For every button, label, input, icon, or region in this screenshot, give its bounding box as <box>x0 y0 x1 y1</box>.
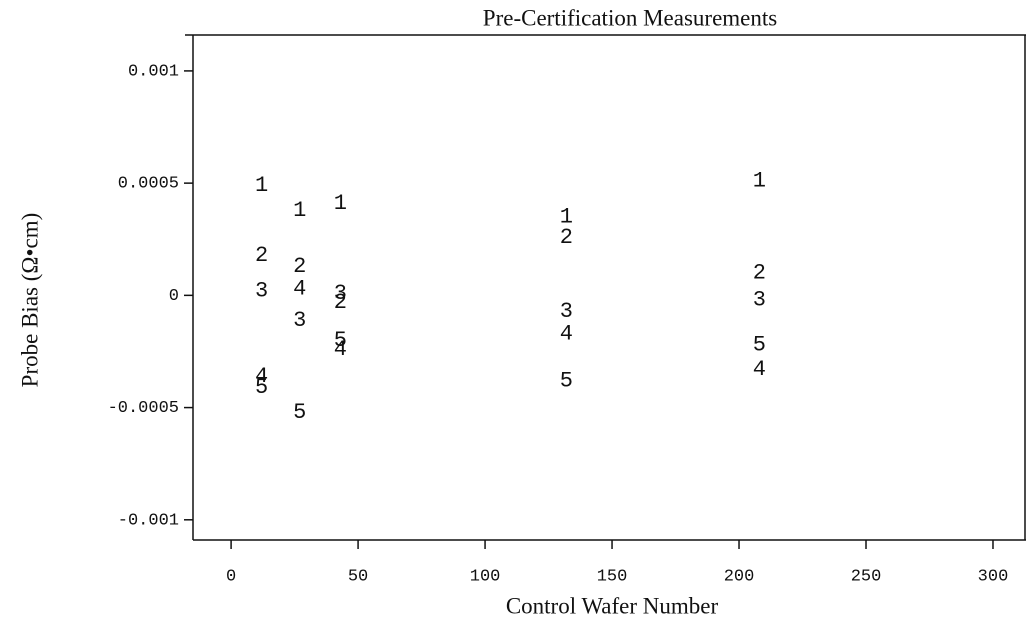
x-axis-label: Control Wafer Number <box>506 593 719 618</box>
y-tick-label: 0 <box>169 287 179 306</box>
point-marker: 4 <box>293 276 306 301</box>
point-marker: 5 <box>255 375 268 400</box>
point-marker: 3 <box>255 279 268 304</box>
point-marker: 4 <box>334 337 347 362</box>
x-tick-label: 50 <box>348 567 368 586</box>
point-marker: 2 <box>293 254 306 279</box>
x-tick-label: 200 <box>724 567 755 586</box>
y-tick-label: -0.001 <box>118 511 179 530</box>
x-tick-label: 150 <box>597 567 628 586</box>
point-marker: 3 <box>560 299 573 324</box>
point-marker: 1 <box>560 205 573 230</box>
point-marker: 1 <box>293 198 306 223</box>
point-marker: 1 <box>753 169 766 194</box>
point-marker: 4 <box>560 321 573 346</box>
point-marker: 4 <box>753 357 766 382</box>
point-marker: 2 <box>334 290 347 315</box>
point-marker: 1 <box>334 191 347 216</box>
point-marker: 5 <box>293 400 306 425</box>
point-marker: 5 <box>334 328 347 353</box>
point-marker: 5 <box>560 368 573 393</box>
point-marker: 1 <box>255 173 268 198</box>
point-marker: 4 <box>255 364 268 389</box>
y-tick-label: -0.0005 <box>108 399 179 418</box>
point-marker: 5 <box>753 333 766 358</box>
chart-title: Pre-Certification Measurements <box>483 5 777 30</box>
y-tick-label: 0.001 <box>128 62 179 81</box>
point-marker: 2 <box>753 261 766 286</box>
y-tick-label: 0.0005 <box>118 175 179 194</box>
point-marker: 2 <box>255 243 268 268</box>
x-tick-label: 100 <box>470 567 501 586</box>
x-tick-label: 0 <box>226 567 236 586</box>
x-tick-label: 250 <box>851 567 882 586</box>
point-marker: 3 <box>293 308 306 333</box>
point-marker: 3 <box>753 288 766 313</box>
point-marker: 2 <box>560 225 573 250</box>
point-marker: 3 <box>334 281 347 306</box>
y-axis-label: Probe Bias (Ω•cm) <box>17 213 42 388</box>
x-tick-label: 300 <box>978 567 1009 586</box>
